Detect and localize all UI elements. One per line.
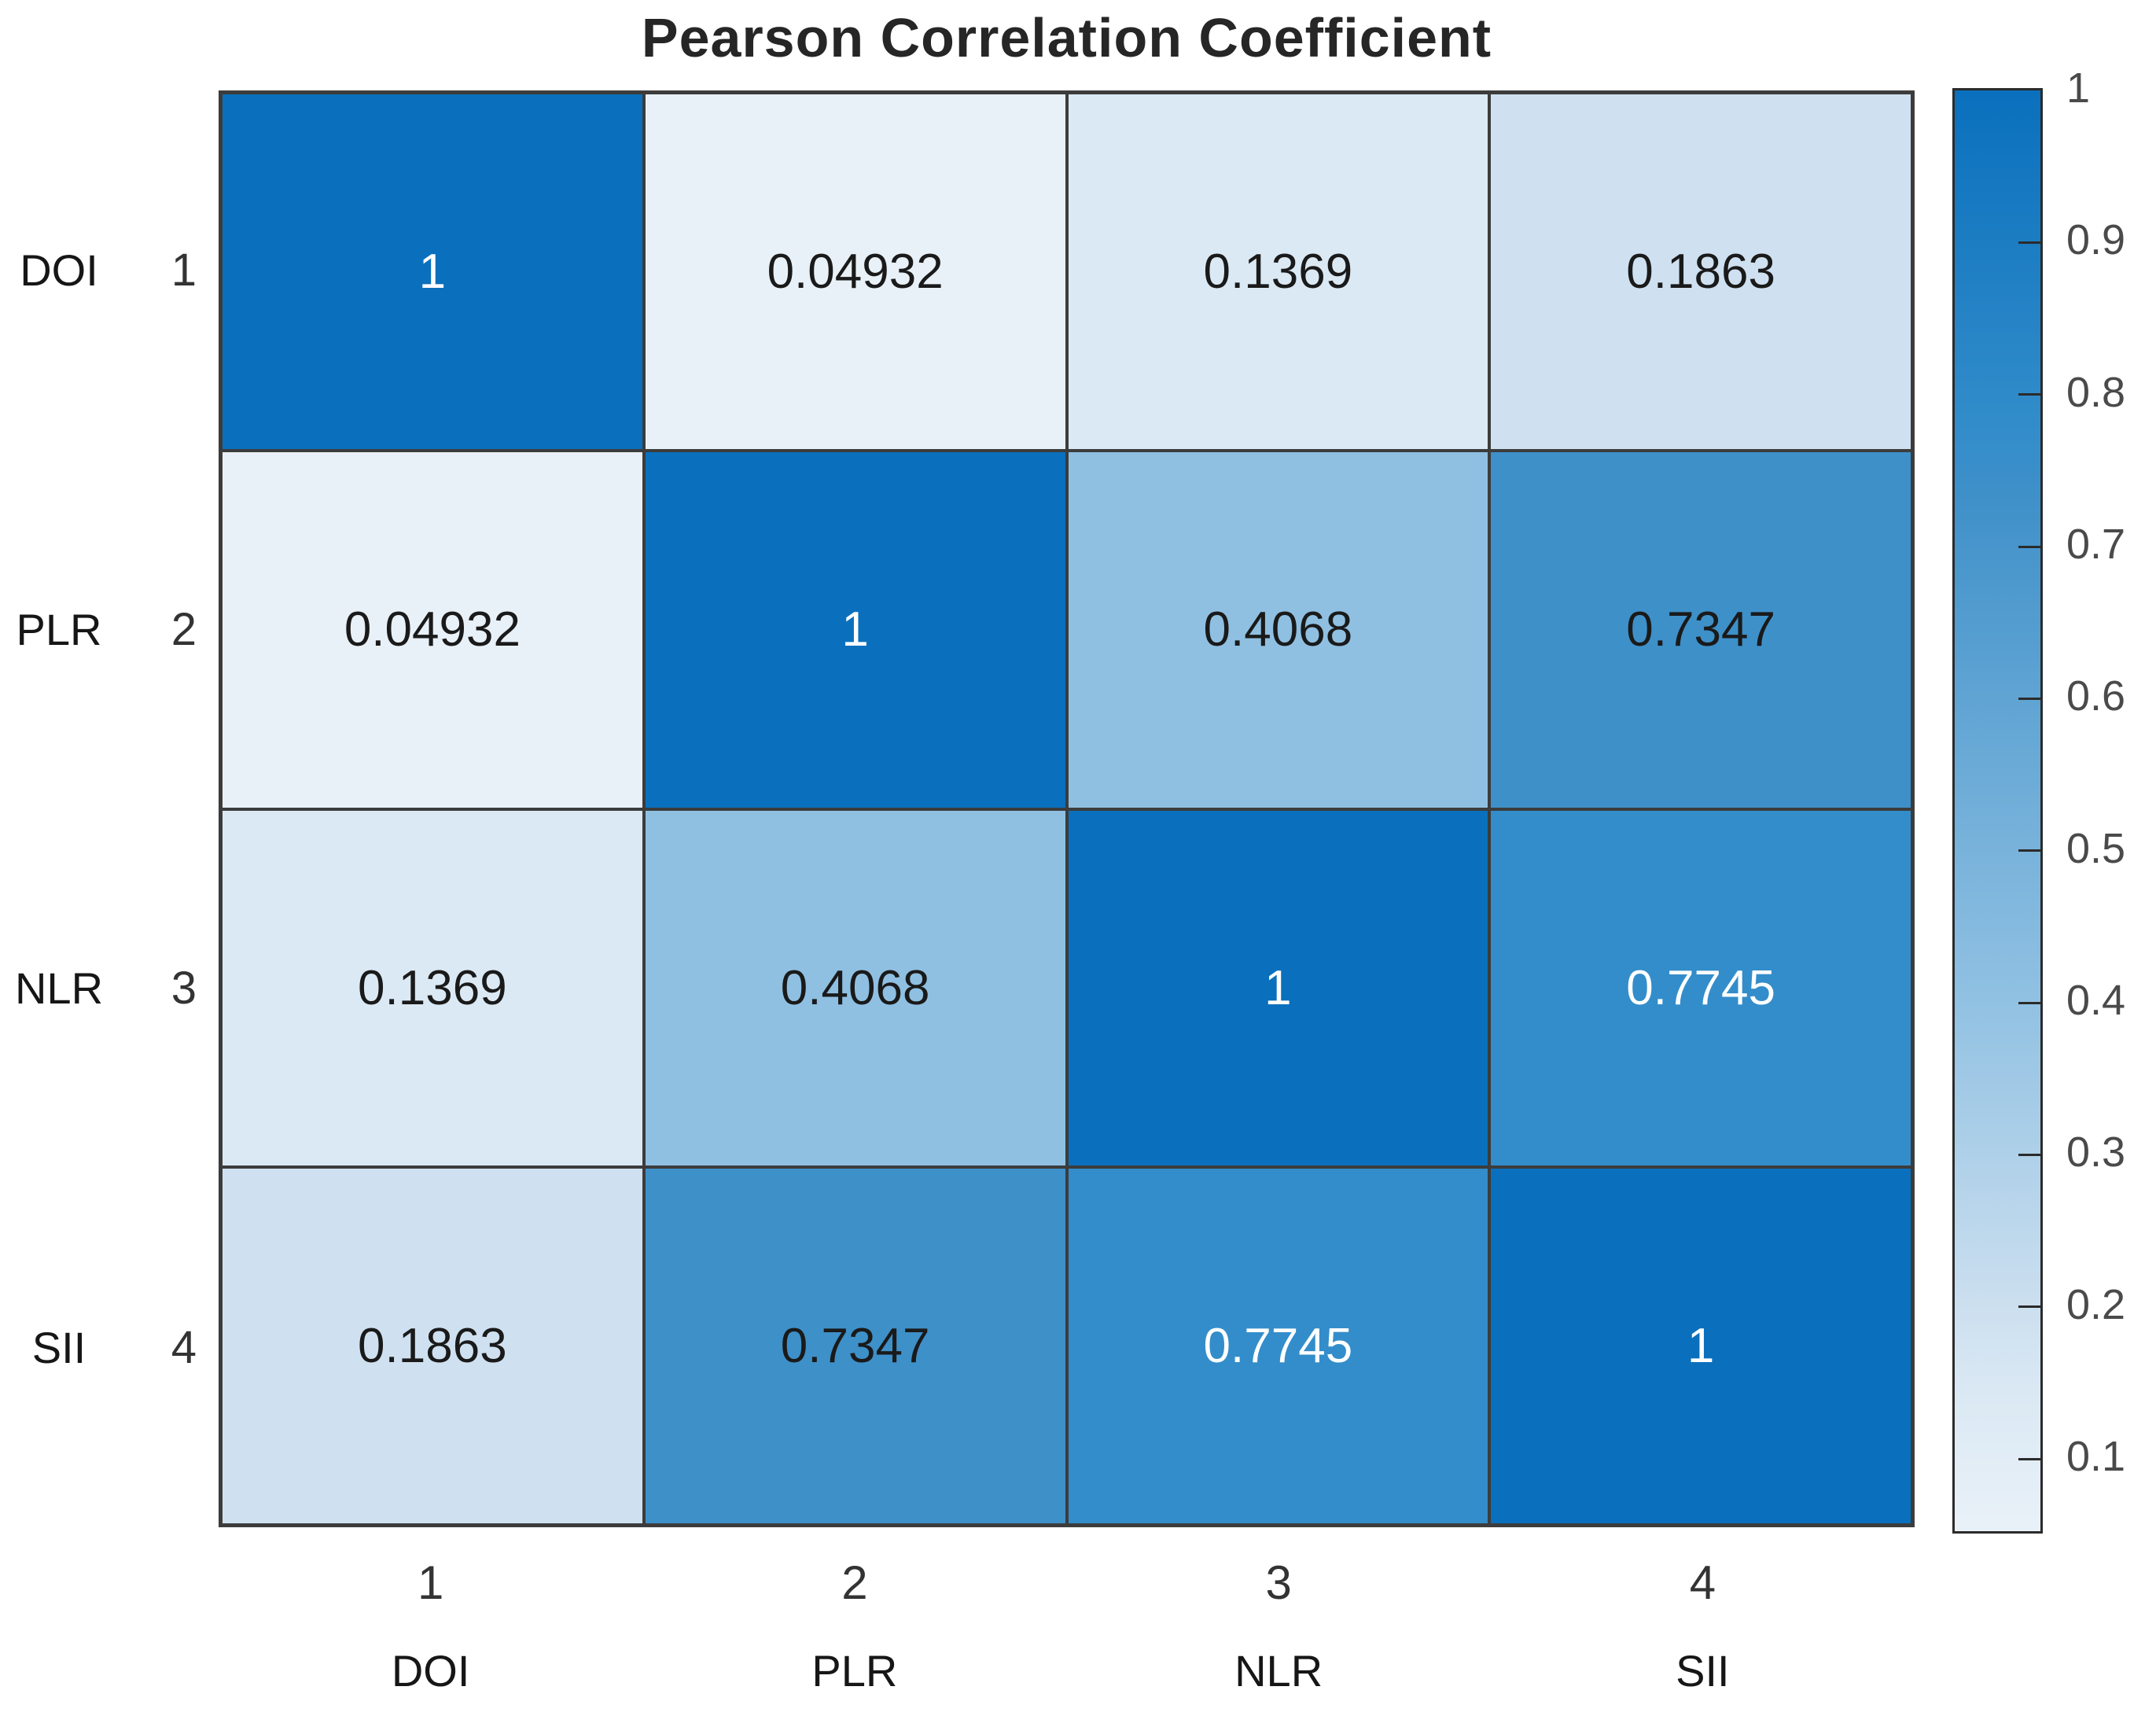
y-tick-label: 3 [171,963,197,1015]
colorbar-tick-label: 0.9 [2066,216,2126,264]
y-axis-category-labels: DOI PLR NLR SII [0,90,118,1527]
heatmap-cell: 0.7745 [1066,1166,1490,1525]
heatmap-grid: 1 0.04932 0.1369 0.1863 0.04932 1 0.4068 0.7347… [219,90,1915,1527]
y-category-label: DOI [20,245,98,295]
colorbar-tick-label: 0.8 [2066,368,2126,416]
heatmap-cell: 0.1863 [1489,93,1912,451]
x-category-label: PLR [811,1646,898,1696]
colorbar-tick-label: 0.6 [2066,672,2126,720]
heatmap-cell: 0.7745 [1489,808,1912,1167]
colorbar [1952,88,2043,1534]
colorbar-tick-mark [2018,1001,2040,1004]
y-category-label: PLR [16,604,102,654]
heatmap-cell: 0.1369 [1066,93,1490,451]
heatmap-cell: 0.04932 [221,451,644,809]
colorbar-tick-mark [2018,1457,2040,1460]
heatmap-cell: 0.7347 [643,1166,1067,1525]
heatmap-cell: 1 [1066,808,1490,1167]
x-axis-tick-labels: 1 2 3 4 [219,1556,1915,1612]
colorbar-tick-mark [2018,545,2040,548]
x-tick-label: 3 [1265,1556,1292,1609]
colorbar-tick-mark [2018,393,2040,396]
colorbar-tick-mark [2018,697,2040,700]
x-tick-label: 2 [841,1556,868,1609]
y-category-label: NLR [14,963,104,1014]
heatmap-cell: 1 [643,451,1067,809]
colorbar-tick-label: 0.2 [2066,1280,2126,1328]
heatmap-cell: 0.4068 [643,808,1067,1167]
x-axis-category-labels: DOI PLR NLR SII [219,1645,1915,1702]
heatmap-cell: 0.1863 [221,1166,644,1525]
y-tick-label: 1 [171,244,197,296]
x-category-label: DOI [391,1646,470,1696]
y-tick-label: 2 [171,603,197,655]
colorbar-tick-mark [2018,241,2040,244]
chart-title: Pearson Correlation Coefficient [641,7,1492,68]
x-tick-label: 1 [417,1556,444,1609]
colorbar-tick-mark [2018,849,2040,852]
x-category-label: SII [1676,1646,1730,1696]
heatmap-cell: 1 [1489,1166,1912,1525]
colorbar-tick-mark [2018,1153,2040,1156]
heatmap-cell: 0.1369 [221,808,644,1167]
heatmap-cell: 0.4068 [1066,451,1490,809]
colorbar-tick-mark [2018,1305,2040,1309]
x-category-label: NLR [1234,1646,1323,1696]
colorbar-tick-label: 0.4 [2066,977,2126,1024]
colorbar-tick-label: 0.1 [2066,1433,2126,1481]
colorbar-tick-label: 0.3 [2066,1129,2126,1177]
colorbar-tick-label: 0.5 [2066,824,2126,872]
colorbar-tick-label: 0.7 [2066,521,2126,568]
x-tick-label: 4 [1689,1556,1716,1609]
y-axis-tick-labels: 1 2 3 4 [118,90,197,1527]
heatmap-cell: 0.04932 [643,93,1067,451]
heatmap-cell: 1 [221,93,644,451]
heatmap-cell: 0.7347 [1489,451,1912,809]
y-tick-label: 4 [171,1322,197,1374]
y-category-label: SII [31,1323,86,1373]
colorbar-tick-label: 1 [2066,64,2091,112]
